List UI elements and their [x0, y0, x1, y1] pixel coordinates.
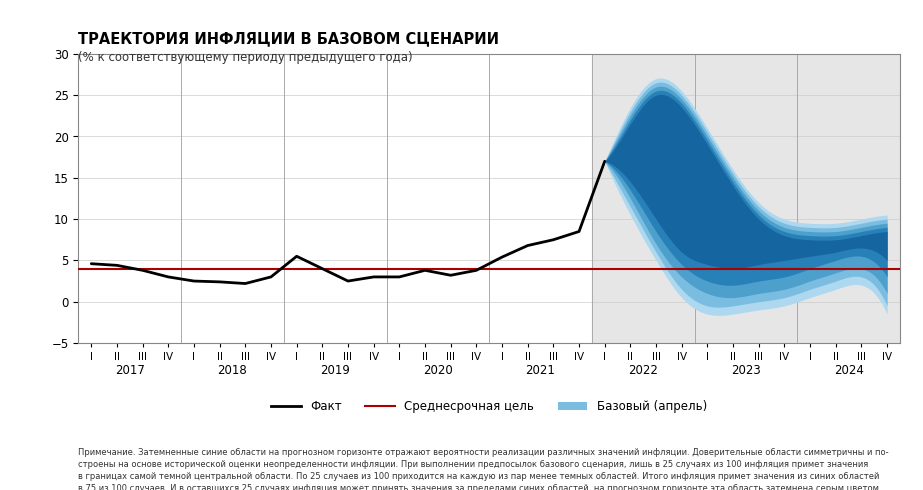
Text: 2023: 2023	[731, 364, 761, 377]
Text: 2018: 2018	[218, 364, 247, 377]
Text: 2022: 2022	[629, 364, 658, 377]
Text: ТРАЕКТОРИЯ ИНФЛЯЦИИ В БАЗОВОМ СЦЕНАРИИ: ТРАЕКТОРИЯ ИНФЛЯЦИИ В БАЗОВОМ СЦЕНАРИИ	[78, 31, 499, 46]
Text: Примечание. Затемненные синие области на прогнозном горизонте отражают вероятнос: Примечание. Затемненные синие области на…	[78, 448, 889, 490]
Text: 2024: 2024	[833, 364, 864, 377]
Bar	[592, 54, 900, 343]
Text: (% к соответствующему периоду предыдущего года): (% к соответствующему периоду предыдущег…	[78, 51, 414, 65]
Text: 2019: 2019	[320, 364, 350, 377]
Text: 2017: 2017	[114, 364, 145, 377]
Text: 2020: 2020	[423, 364, 452, 377]
Text: 2021: 2021	[525, 364, 556, 377]
Legend: Факт, Среднесрочная цель, Базовый (апрель): Факт, Среднесрочная цель, Базовый (апрел…	[267, 395, 712, 418]
